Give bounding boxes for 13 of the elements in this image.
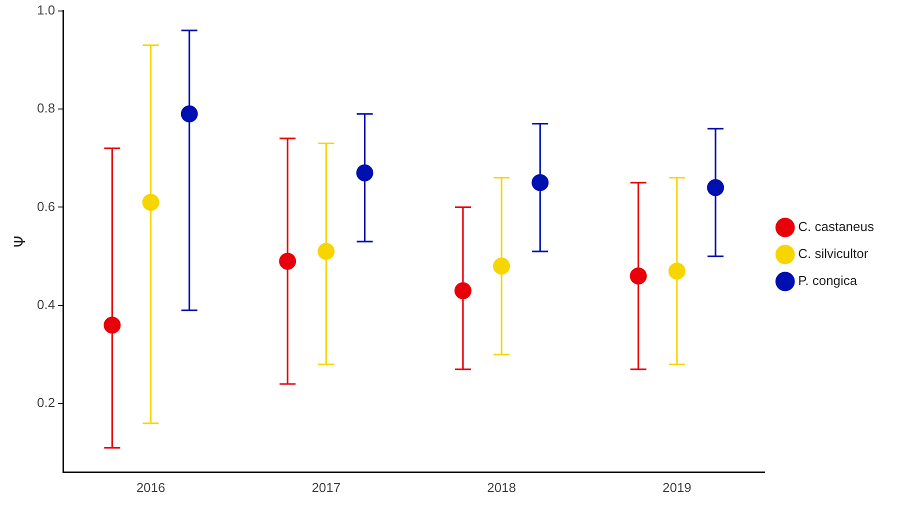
y-tick-label: 0.6 <box>36 198 56 214</box>
legend-label: C. castaneus <box>798 219 874 234</box>
legend-label: P. congica <box>798 273 858 288</box>
x-tick-label: 2018 <box>487 480 516 495</box>
y-axis-title: Ψ <box>10 236 29 248</box>
legend-label: C. silvicultor <box>798 246 869 262</box>
y-tick-label: 0.8 <box>36 100 56 116</box>
x-tick-label: 2017 <box>312 480 341 495</box>
y-tick-label: 0.4 <box>36 297 56 312</box>
x-tick-label: 2019 <box>662 480 692 495</box>
y-tick-label: 0.2 <box>36 395 56 410</box>
x-tick-label: 2016 <box>136 480 166 495</box>
y-tick-label: 1.0 <box>36 2 56 18</box>
